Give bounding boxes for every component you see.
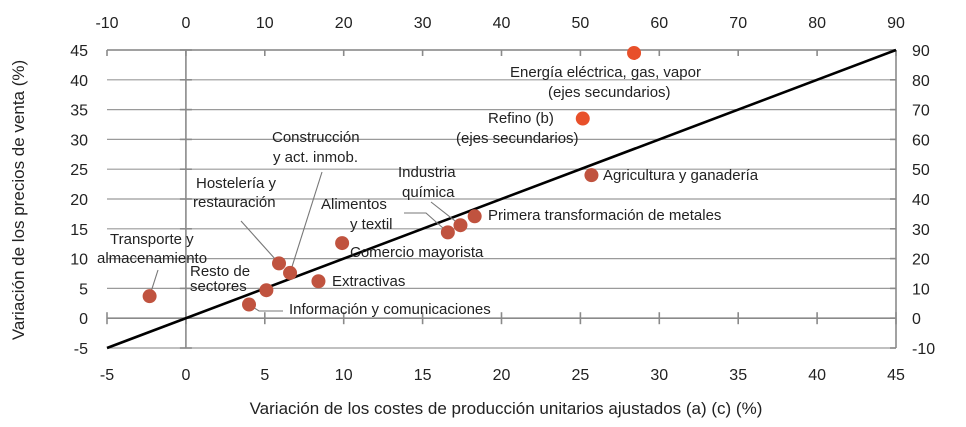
y-tick-label: 25 — [70, 162, 88, 179]
x2-tick-label: 70 — [729, 15, 747, 32]
x-tick-label: 40 — [808, 367, 826, 384]
y2-tick-label: 10 — [912, 281, 930, 298]
x-tick-label: 45 — [887, 367, 905, 384]
point-labels: Transporte y almacenamiento Hostelería y… — [97, 64, 759, 318]
data-point — [627, 45, 642, 60]
y-tick-label: 40 — [70, 73, 88, 90]
label-alimentos-1: Alimentos — [321, 196, 387, 213]
label-agricultura: Agricultura y ganadería — [603, 167, 759, 184]
label-refino-2: (ejes secundarios) — [456, 130, 579, 147]
x-tick-label: -5 — [100, 367, 114, 384]
x2-tick-label: 60 — [650, 15, 668, 32]
data-point — [311, 274, 326, 289]
label-quimica-1: Industria — [398, 164, 456, 181]
label-energia-2: (ejes secundarios) — [548, 84, 671, 101]
y-tick-label: 35 — [70, 103, 88, 120]
x-tick-label: 10 — [335, 367, 353, 384]
data-point — [272, 256, 287, 271]
y2-tick-label: 60 — [912, 132, 930, 149]
x2-tick-label: 30 — [414, 15, 432, 32]
label-informacion: Información y comunicaciones — [289, 301, 491, 318]
label-resto-2: sectores — [190, 278, 247, 295]
y-tick-label: 20 — [70, 192, 88, 209]
y-tick-label: 45 — [70, 43, 88, 60]
label-hosteleria-2: restauración — [193, 194, 276, 211]
label-refino-1: Refino (b) — [488, 110, 554, 127]
y2-tick-label: 40 — [912, 192, 930, 209]
data-point — [242, 297, 257, 312]
y2-tick-label: 0 — [912, 311, 921, 328]
data-point — [259, 283, 274, 298]
data-point — [584, 168, 599, 183]
x2-tick-label: 90 — [887, 15, 905, 32]
x-tick-label: 0 — [181, 367, 190, 384]
y-tick-label: 5 — [79, 281, 88, 298]
y-tick-label: 0 — [79, 311, 88, 328]
y2-tick-label: 70 — [912, 103, 930, 120]
x2-tick-label: 10 — [256, 15, 274, 32]
y2-tick-label: 20 — [912, 252, 930, 269]
y2-tick-label: 90 — [912, 43, 930, 60]
leader-line — [404, 212, 449, 233]
axes — [106, 49, 897, 349]
y-tick-label: -5 — [74, 341, 88, 358]
label-comercio: Comercio mayorista — [350, 244, 484, 261]
data-point — [453, 218, 468, 233]
y-tick-label: 15 — [70, 222, 88, 239]
data-point — [335, 236, 350, 251]
x-axis-title: Variación de los costes de producción un… — [250, 399, 763, 418]
label-transporte-2: almacenamiento — [97, 250, 207, 267]
y2-tick-label: 30 — [912, 222, 930, 239]
x2-tick-label: 80 — [808, 15, 826, 32]
data-point — [467, 209, 482, 224]
label-hosteleria-1: Hostelería y — [196, 175, 277, 192]
x-tick-label: 35 — [729, 367, 747, 384]
leader-line — [240, 220, 280, 264]
data-point — [142, 289, 157, 304]
y2-tick-label: 80 — [912, 73, 930, 90]
x2-tick-label: 50 — [572, 15, 590, 32]
label-resto-1: Resto de — [190, 263, 250, 280]
label-energia-1: Energía eléctrica, gas, vapor — [510, 64, 701, 81]
y2-tick-label: -10 — [912, 341, 935, 358]
x-tick-label: 5 — [260, 367, 269, 384]
data-point — [283, 265, 298, 280]
label-quimica-2: química — [402, 184, 455, 201]
leader-line — [289, 171, 323, 274]
x-tick-label: 20 — [493, 367, 511, 384]
label-construccion-1: Construcción — [272, 129, 360, 146]
label-alimentos-2: y textil — [350, 216, 393, 233]
x2-tick-label: 40 — [493, 15, 511, 32]
data-point — [575, 111, 590, 126]
y2-tick-label: 50 — [912, 162, 930, 179]
data-points — [142, 45, 642, 312]
x2-tick-label: -10 — [95, 15, 118, 32]
x2-tick-label: 0 — [181, 15, 190, 32]
label-construccion-2: y act. inmob. — [273, 149, 358, 166]
y-axis-title: Variación de los precios de venta (%) — [9, 60, 28, 340]
x2-tick-label: 20 — [335, 15, 353, 32]
x-tick-label: 15 — [414, 367, 432, 384]
x-tick-label: 25 — [572, 367, 590, 384]
tick-labels: -5 0 5 10 15 20 25 30 35 40 45 -5 0 5 10 15 20 25 30 35 40 45… — [70, 15, 935, 384]
label-metales: Primera transformación de metales — [488, 207, 721, 224]
y-tick-label: 10 — [70, 252, 88, 269]
reference-45-degree-line — [106, 48, 897, 350]
label-transporte-1: Transporte y — [110, 231, 194, 248]
y-tick-label: 30 — [70, 132, 88, 149]
label-extractivas: Extractivas — [332, 273, 405, 290]
data-point — [440, 225, 455, 240]
x-tick-label: 30 — [650, 367, 668, 384]
